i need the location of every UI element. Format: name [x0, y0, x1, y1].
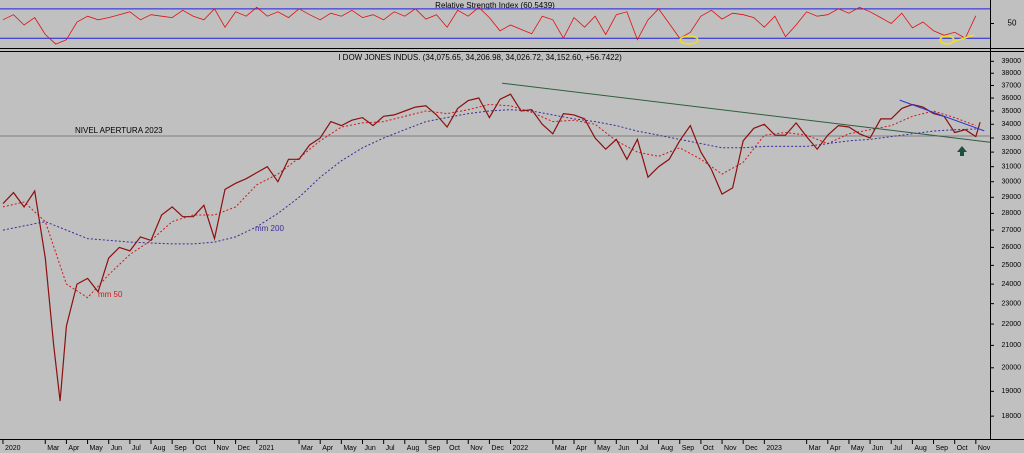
x-tick-label: 2023: [766, 445, 782, 452]
arrow: [957, 146, 967, 156]
x-tick-label: Jun: [364, 445, 375, 452]
x-tick-label: Jun: [618, 445, 629, 452]
x-tick-label: May: [90, 445, 104, 452]
x-tick-label: Aug: [661, 445, 674, 452]
x-tick-label: Aug: [153, 445, 166, 452]
x-tick-label: Jul: [893, 445, 902, 452]
y-tick-label: 21000: [1002, 342, 1022, 349]
annotations: [679, 34, 975, 156]
x-tick-label: 2022: [513, 445, 529, 452]
y-tick-label: 25000: [1002, 262, 1022, 269]
y-tick-label: 30000: [1002, 179, 1022, 186]
y-tick-label: 39000: [1002, 58, 1022, 65]
x-tick-label: Mar: [301, 445, 314, 452]
y-tick-label: 28000: [1002, 210, 1022, 217]
y-tick-label: 19000: [1002, 388, 1022, 395]
y-tick-label: 26000: [1002, 244, 1022, 251]
x-tick-label: May: [851, 445, 865, 452]
y-tick-label: 32000: [1002, 149, 1022, 156]
y-tick-label: 31000: [1002, 164, 1022, 171]
x-tick-label: Sep: [682, 445, 695, 452]
price-line: [2, 93, 981, 402]
x-tick-label: Oct: [703, 445, 714, 452]
trendline: [899, 99, 985, 132]
y-tick-label: 38000: [1002, 70, 1022, 77]
x-tick-label: Sep: [936, 445, 949, 452]
x-tick-label: Jul: [386, 445, 395, 452]
x-tick-label: Nov: [216, 445, 229, 452]
highlight-line: [951, 34, 975, 43]
series-label: mm 50: [98, 290, 123, 299]
reference-label: NIVEL APERTURA 2023: [75, 126, 163, 135]
x-tick-label: Oct: [957, 445, 968, 452]
y-tick-label: 18000: [1002, 413, 1022, 420]
x-tick-label: Nov: [724, 445, 737, 452]
x-tick-label: 2021: [259, 445, 275, 452]
y-tick-label: 36000: [1002, 95, 1022, 102]
chart-title: I DOW JONES INDUS. (34,075.65, 34,206.98…: [338, 53, 622, 62]
y-tick-label: 34000: [1002, 121, 1022, 128]
highlight-ellipse: [679, 35, 699, 45]
x-tick-label: Oct: [449, 445, 460, 452]
x-tick-label: Jul: [639, 445, 648, 452]
x-tick-label: Oct: [195, 445, 206, 452]
x-tick-label: May: [343, 445, 357, 452]
y-tick-label: 37000: [1002, 82, 1022, 89]
x-tick-label: Mar: [809, 445, 822, 452]
x-tick-label: Nov: [978, 445, 991, 452]
y-tick-label: 27000: [1002, 227, 1022, 234]
series-label: mm 200: [255, 224, 284, 233]
moving-average: [2, 103, 976, 299]
trendline: [502, 82, 991, 143]
y-tick-label: 22000: [1002, 321, 1022, 328]
y-tick-label: 20000: [1002, 365, 1022, 372]
x-tick-label: Sep: [174, 445, 187, 452]
x-tick-label: Sep: [428, 445, 441, 452]
y-tick-label: 29000: [1002, 194, 1022, 201]
x-tick-label: Apr: [830, 445, 842, 452]
rsi-tick-label: 50: [1008, 19, 1017, 28]
x-tick-label: 2020: [5, 445, 21, 452]
x-tick-label: Jul: [132, 445, 141, 452]
x-tick-label: Dec: [745, 445, 758, 452]
x-tick-label: Apr: [576, 445, 588, 452]
x-tick-label: Aug: [407, 445, 420, 452]
moving-average: [2, 109, 976, 245]
highlight-ellipse: [939, 35, 955, 45]
y-tick-label: 33000: [1002, 135, 1022, 142]
rsi-line: [2, 6, 977, 45]
x-tick-label: May: [597, 445, 611, 452]
x-tick-label: Mar: [47, 445, 60, 452]
x-tick-label: Jun: [872, 445, 883, 452]
x-tick-label: Jun: [111, 445, 122, 452]
x-tick-label: Dec: [238, 445, 251, 452]
x-tick-label: Mar: [555, 445, 568, 452]
x-tick-label: Aug: [914, 445, 927, 452]
y-tick-label: 35000: [1002, 108, 1022, 115]
x-tick-label: Apr: [68, 445, 80, 452]
rsi-title: Relative Strength Index (60.5439): [435, 1, 555, 10]
x-tick-label: Dec: [491, 445, 504, 452]
y-tick-label: 24000: [1002, 281, 1022, 288]
x-tick-label: Nov: [470, 445, 483, 452]
y-tick-label: 23000: [1002, 300, 1022, 307]
x-tick-label: Apr: [322, 445, 334, 452]
